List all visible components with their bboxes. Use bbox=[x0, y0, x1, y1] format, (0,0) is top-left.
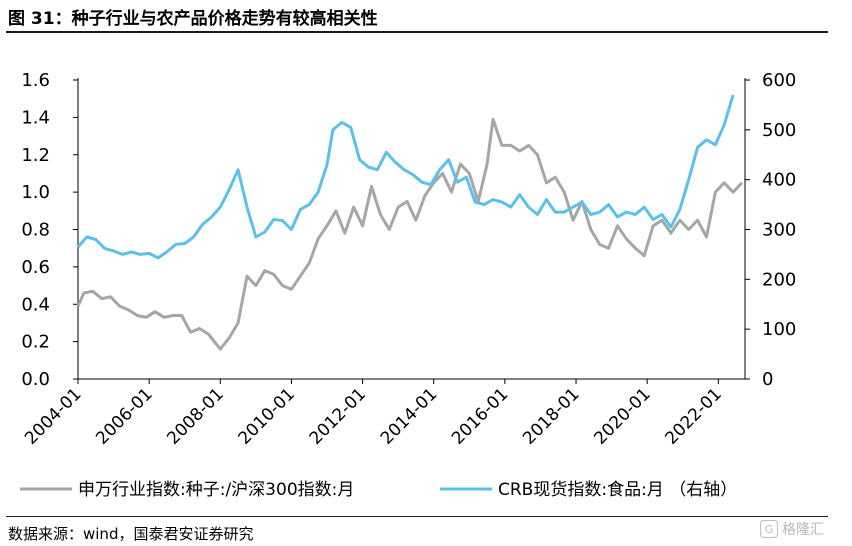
axes-group: 0.0 0.2 0.4 0.6 0.8 1.0 1.2 1.4 1.6 0 100 200 300 400… bbox=[21, 70, 796, 449]
y-right-tick-label: 200 bbox=[762, 269, 796, 290]
y-right-tick-label: 400 bbox=[762, 170, 796, 191]
legend-item-crb-label: CRB现货指数:食品:月 （右轴） bbox=[498, 480, 737, 500]
x-tick-label: 2018-01 bbox=[519, 384, 583, 448]
footer-rule bbox=[6, 516, 828, 517]
y-right-tick-label: 100 bbox=[762, 319, 796, 340]
title-rule bbox=[6, 31, 828, 33]
x-tick-label: 2004-01 bbox=[21, 384, 85, 448]
y-left-tick-label: 1.2 bbox=[21, 145, 50, 166]
x-tick-label: 2016-01 bbox=[448, 384, 512, 448]
x-tick-label: 2006-01 bbox=[92, 384, 156, 448]
series-line-seed-index bbox=[76, 117, 744, 351]
y-left-tick-label: 0.0 bbox=[21, 369, 50, 390]
y-left-tick-label: 0.8 bbox=[21, 220, 50, 241]
figure-title: 图 31：种子行业与农产品价格走势有较高相关性 bbox=[8, 9, 378, 29]
y-right-tick-label: 0 bbox=[762, 369, 773, 390]
y-left-tick-label: 0.6 bbox=[21, 257, 50, 278]
series-group bbox=[76, 94, 744, 351]
x-tick-label: 2008-01 bbox=[163, 384, 227, 448]
x-tick-label: 2020-01 bbox=[590, 384, 654, 448]
y-left-tick-label: 1.0 bbox=[21, 182, 50, 203]
x-tick-label: 2022-01 bbox=[661, 384, 725, 448]
y-right-tick-label: 600 bbox=[762, 70, 796, 91]
chart: 0.0 0.2 0.4 0.6 0.8 1.0 1.2 1.4 1.6 0 100 200 300 400… bbox=[20, 70, 796, 500]
watermark-text: 格隆汇 bbox=[782, 522, 824, 538]
y-left-tick-label: 0.4 bbox=[21, 294, 50, 315]
y-right-tick-label: 500 bbox=[762, 120, 796, 141]
watermark: G 格隆汇 bbox=[760, 519, 824, 539]
series-line-crb-food bbox=[76, 94, 735, 260]
legend-group: 申万行业指数:种子:/沪深300指数:月 CRB现货指数:食品:月 （右轴） bbox=[20, 480, 737, 500]
source-note: 数据来源：wind，国泰君安证券研究 bbox=[8, 525, 254, 543]
watermark-logo-icon: G bbox=[760, 520, 778, 538]
y-left-tick-label: 0.2 bbox=[21, 332, 50, 353]
x-tick-label: 2010-01 bbox=[235, 384, 299, 448]
y-left-tick-label: 1.6 bbox=[21, 70, 50, 91]
legend-item-seed-label: 申万行业指数:种子:/沪深300指数:月 bbox=[78, 480, 354, 500]
y-right-tick-label: 300 bbox=[762, 220, 796, 241]
x-tick-label: 2014-01 bbox=[377, 384, 441, 448]
x-tick-label: 2012-01 bbox=[306, 384, 370, 448]
y-left-tick-label: 1.4 bbox=[21, 107, 50, 128]
